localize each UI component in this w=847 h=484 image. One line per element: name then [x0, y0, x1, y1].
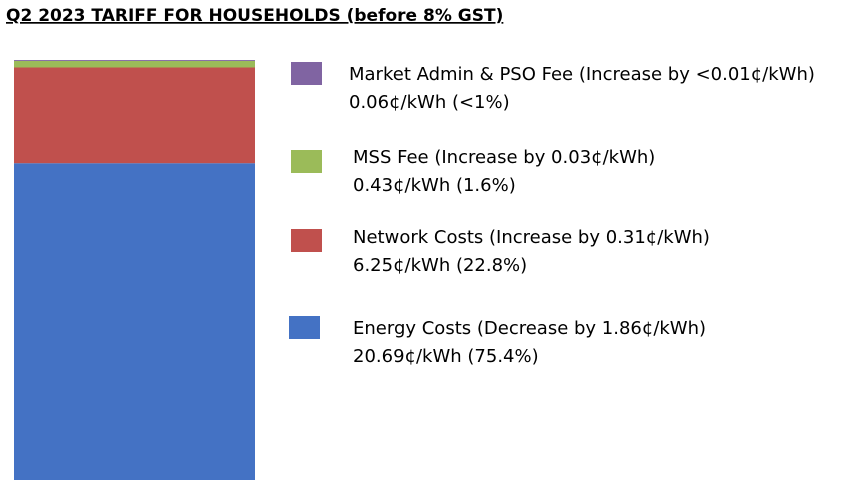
bar-segment: [14, 163, 255, 481]
bar-segment: [14, 67, 255, 164]
chart-title: Q2 2023 TARIFF FOR HOUSEHOLDS (before 8%…: [6, 6, 503, 26]
legend-swatch: [289, 316, 320, 339]
bar-segment: [14, 60, 255, 68]
legend-label: Market Admin & PSO Fee (Increase by <0.0…: [349, 64, 815, 85]
legend-swatch: [291, 229, 322, 252]
legend-label: Energy Costs (Decrease by 1.86¢/kWh): [353, 318, 706, 339]
legend-label: MSS Fee (Increase by 0.03¢/kWh): [353, 147, 655, 168]
legend-swatch: [291, 150, 322, 173]
value-label: 0.06¢/kWh (<1%): [349, 92, 510, 113]
legend-swatch: [291, 62, 322, 85]
legend-label: Network Costs (Increase by 0.31¢/kWh): [353, 227, 710, 248]
value-label: 20.69¢/kWh (75.4%): [353, 346, 539, 367]
value-label: 6.25¢/kWh (22.8%): [353, 255, 527, 276]
bar-segment: [14, 60, 255, 61]
value-label: 0.43¢/kWh (1.6%): [353, 175, 516, 196]
